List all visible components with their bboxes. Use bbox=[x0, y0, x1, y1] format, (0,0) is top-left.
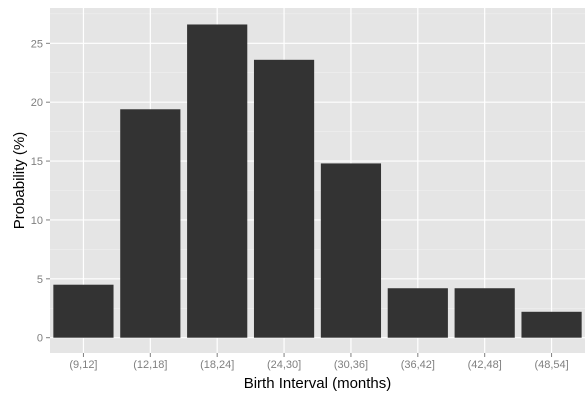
x-tick-label: (36,42] bbox=[401, 359, 435, 371]
x-tick-label: (24,30] bbox=[267, 359, 301, 371]
y-tick-label: 20 bbox=[31, 97, 43, 109]
y-tick-label: 25 bbox=[31, 38, 43, 50]
x-tick-label: (9,12] bbox=[69, 359, 97, 371]
y-axis-ticks: 0 5 10 15 20 25 bbox=[31, 38, 50, 345]
bars bbox=[53, 24, 582, 338]
y-tick-label: 5 bbox=[37, 274, 43, 286]
x-axis-ticks: (9,12] (12,18] (18,24] (24,30] (30,36] (36,42… bbox=[69, 353, 569, 371]
x-tick-label: (42,48] bbox=[468, 359, 502, 371]
y-tick-label: 15 bbox=[31, 156, 43, 168]
bar-5 bbox=[320, 163, 382, 338]
y-tick-label: 10 bbox=[31, 215, 43, 227]
bar-1 bbox=[53, 284, 114, 338]
bar-2 bbox=[120, 109, 181, 338]
bar-7 bbox=[454, 288, 515, 338]
bar-6 bbox=[387, 288, 448, 338]
x-tick-label: (48,54] bbox=[534, 359, 568, 371]
y-tick-label: 0 bbox=[37, 333, 43, 345]
bar-3 bbox=[187, 24, 248, 338]
y-axis-title: Probability (%) bbox=[11, 132, 28, 230]
x-axis-title: Birth Interval (months) bbox=[244, 375, 392, 392]
bar-4 bbox=[253, 59, 315, 338]
x-tick-label: (18,24] bbox=[200, 359, 234, 371]
bar-8 bbox=[521, 311, 582, 338]
x-tick-label: (30,36] bbox=[334, 359, 368, 371]
x-tick-label: (12,18] bbox=[133, 359, 167, 371]
